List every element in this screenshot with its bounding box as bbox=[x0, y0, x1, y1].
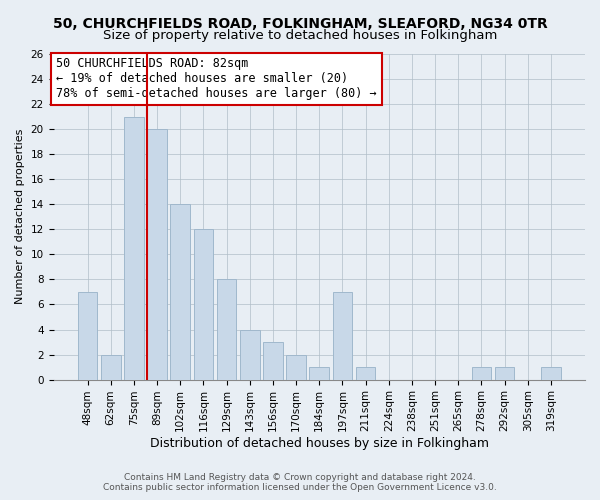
Text: 50 CHURCHFIELDS ROAD: 82sqm
← 19% of detached houses are smaller (20)
78% of sem: 50 CHURCHFIELDS ROAD: 82sqm ← 19% of det… bbox=[56, 58, 377, 100]
Bar bbox=[310, 367, 329, 380]
Bar bbox=[356, 367, 376, 380]
Text: Contains HM Land Registry data © Crown copyright and database right 2024.
Contai: Contains HM Land Registry data © Crown c… bbox=[103, 473, 497, 492]
Bar bbox=[240, 330, 260, 380]
Bar bbox=[194, 230, 213, 380]
Text: Size of property relative to detached houses in Folkingham: Size of property relative to detached ho… bbox=[103, 29, 497, 42]
Y-axis label: Number of detached properties: Number of detached properties bbox=[15, 129, 25, 304]
Bar bbox=[101, 354, 121, 380]
Bar bbox=[472, 367, 491, 380]
Bar bbox=[77, 292, 97, 380]
Text: 50, CHURCHFIELDS ROAD, FOLKINGHAM, SLEAFORD, NG34 0TR: 50, CHURCHFIELDS ROAD, FOLKINGHAM, SLEAF… bbox=[53, 18, 547, 32]
Bar bbox=[170, 204, 190, 380]
Bar bbox=[217, 280, 236, 380]
Bar bbox=[124, 116, 144, 380]
Bar bbox=[286, 354, 306, 380]
X-axis label: Distribution of detached houses by size in Folkingham: Distribution of detached houses by size … bbox=[150, 437, 489, 450]
Bar bbox=[147, 129, 167, 380]
Bar bbox=[495, 367, 514, 380]
Bar bbox=[332, 292, 352, 380]
Bar bbox=[541, 367, 561, 380]
Bar bbox=[263, 342, 283, 380]
